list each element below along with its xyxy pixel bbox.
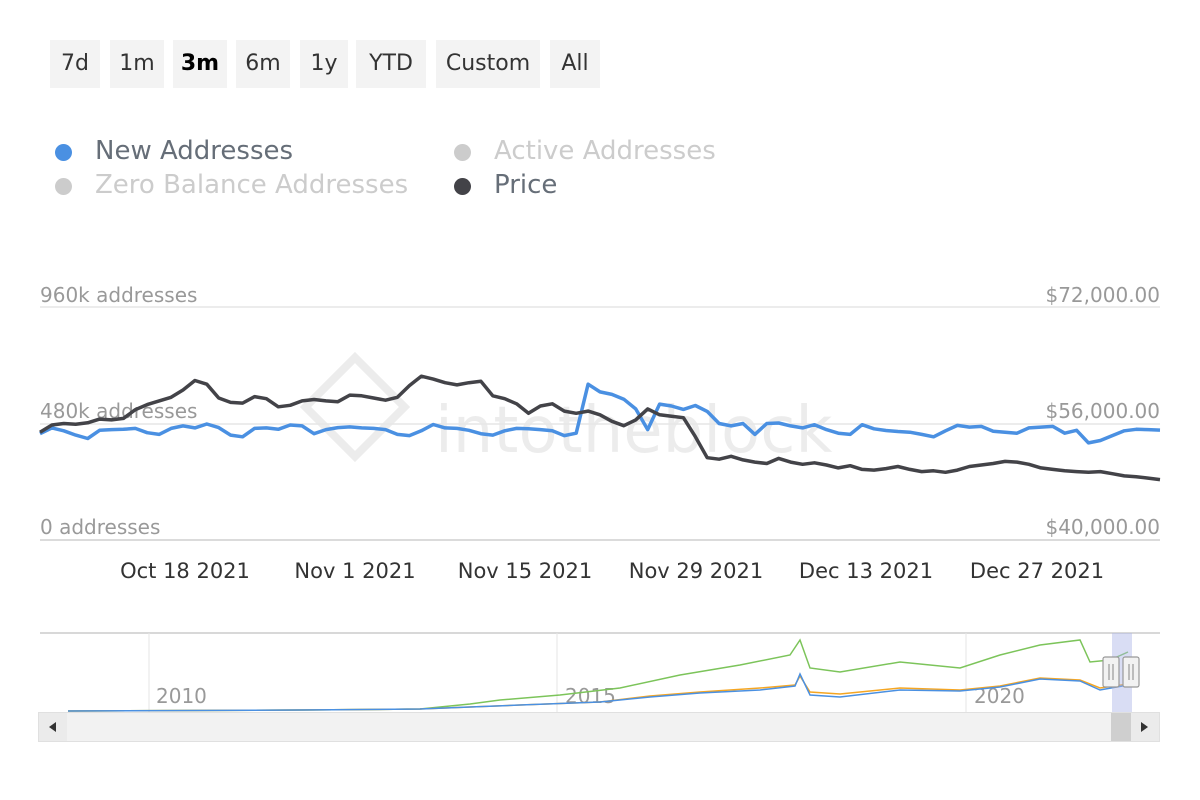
range-button-7d[interactable]: 7d <box>50 40 100 88</box>
y-left-ticks: 960k addresses 480k addresses 0 addresse… <box>40 283 197 539</box>
legend-dot <box>454 144 471 161</box>
y-left-tick-0: 0 addresses <box>40 515 160 539</box>
series-line-new-addresses <box>39 382 1161 445</box>
y-left-tick-960k: 960k addresses <box>40 283 197 307</box>
navigator-handle-right[interactable] <box>1122 656 1140 688</box>
range-button-3m[interactable]: 3m <box>173 40 227 88</box>
legend-dot <box>55 144 72 161</box>
legend-dot <box>55 178 72 195</box>
legend-item-new-addresses[interactable]: New Addresses <box>55 136 355 166</box>
y-right-tick-56000: $56,000.00 <box>1045 399 1160 423</box>
x-tick-nov-15: Nov 15 2021 <box>458 559 593 583</box>
range-button-1m[interactable]: 1m <box>110 40 164 88</box>
series-group <box>39 374 1161 482</box>
navigator-handle-left[interactable] <box>1102 656 1120 688</box>
navigator-tick-2015: 2015 <box>565 684 616 708</box>
range-button-ytd[interactable]: YTD <box>356 40 426 88</box>
range-button-1y[interactable]: 1y <box>300 40 348 88</box>
range-button-custom[interactable]: Custom <box>436 40 540 88</box>
navigator-series-blue <box>67 672 1129 712</box>
y-right-ticks: $72,000.00 $56,000.00 $40,000.00 <box>1045 283 1160 539</box>
range-button-all[interactable]: All <box>550 40 600 88</box>
legend-label: Price <box>494 170 558 200</box>
navigator-series-green <box>67 638 1129 712</box>
x-tick-nov-1: Nov 1 2021 <box>294 559 415 583</box>
series-line-price <box>39 374 1161 482</box>
scrollbar-thumb[interactable] <box>1111 713 1133 741</box>
range-button-6m[interactable]: 6m <box>236 40 290 88</box>
legend-item-zero-balance-addresses[interactable]: Zero Balance Addresses <box>55 170 435 200</box>
scrollbar[interactable] <box>38 712 1160 742</box>
x-tick-dec-27: Dec 27 2021 <box>970 559 1104 583</box>
legend-label: New Addresses <box>95 136 294 166</box>
watermark-logo-icon <box>299 351 411 463</box>
legend-label: Zero Balance Addresses <box>95 170 409 200</box>
navigator[interactable]: 2010 2015 2020 <box>40 632 1160 713</box>
navigator-selection[interactable] <box>1112 633 1132 713</box>
grid <box>40 306 1160 541</box>
scrollbar-left-button[interactable] <box>39 713 67 741</box>
arrow-right-icon <box>1141 722 1148 732</box>
legend-item-active-addresses[interactable]: Active Addresses <box>454 136 754 166</box>
legend-dot <box>454 178 471 195</box>
navigator-tick-2010: 2010 <box>156 684 207 708</box>
x-ticks: Oct 18 2021 Nov 1 2021 Nov 15 2021 Nov 2… <box>120 559 1104 583</box>
y-right-tick-40000: $40,000.00 <box>1045 515 1160 539</box>
x-tick-dec-13: Dec 13 2021 <box>799 559 933 583</box>
y-right-tick-72000: $72,000.00 <box>1045 283 1160 307</box>
x-tick-oct-18: Oct 18 2021 <box>120 559 250 583</box>
x-tick-nov-29: Nov 29 2021 <box>629 559 764 583</box>
arrow-left-icon <box>49 722 56 732</box>
scrollbar-right-button[interactable] <box>1131 713 1159 741</box>
legend-label: Active Addresses <box>494 136 716 166</box>
legend-item-price[interactable]: Price <box>454 170 654 200</box>
